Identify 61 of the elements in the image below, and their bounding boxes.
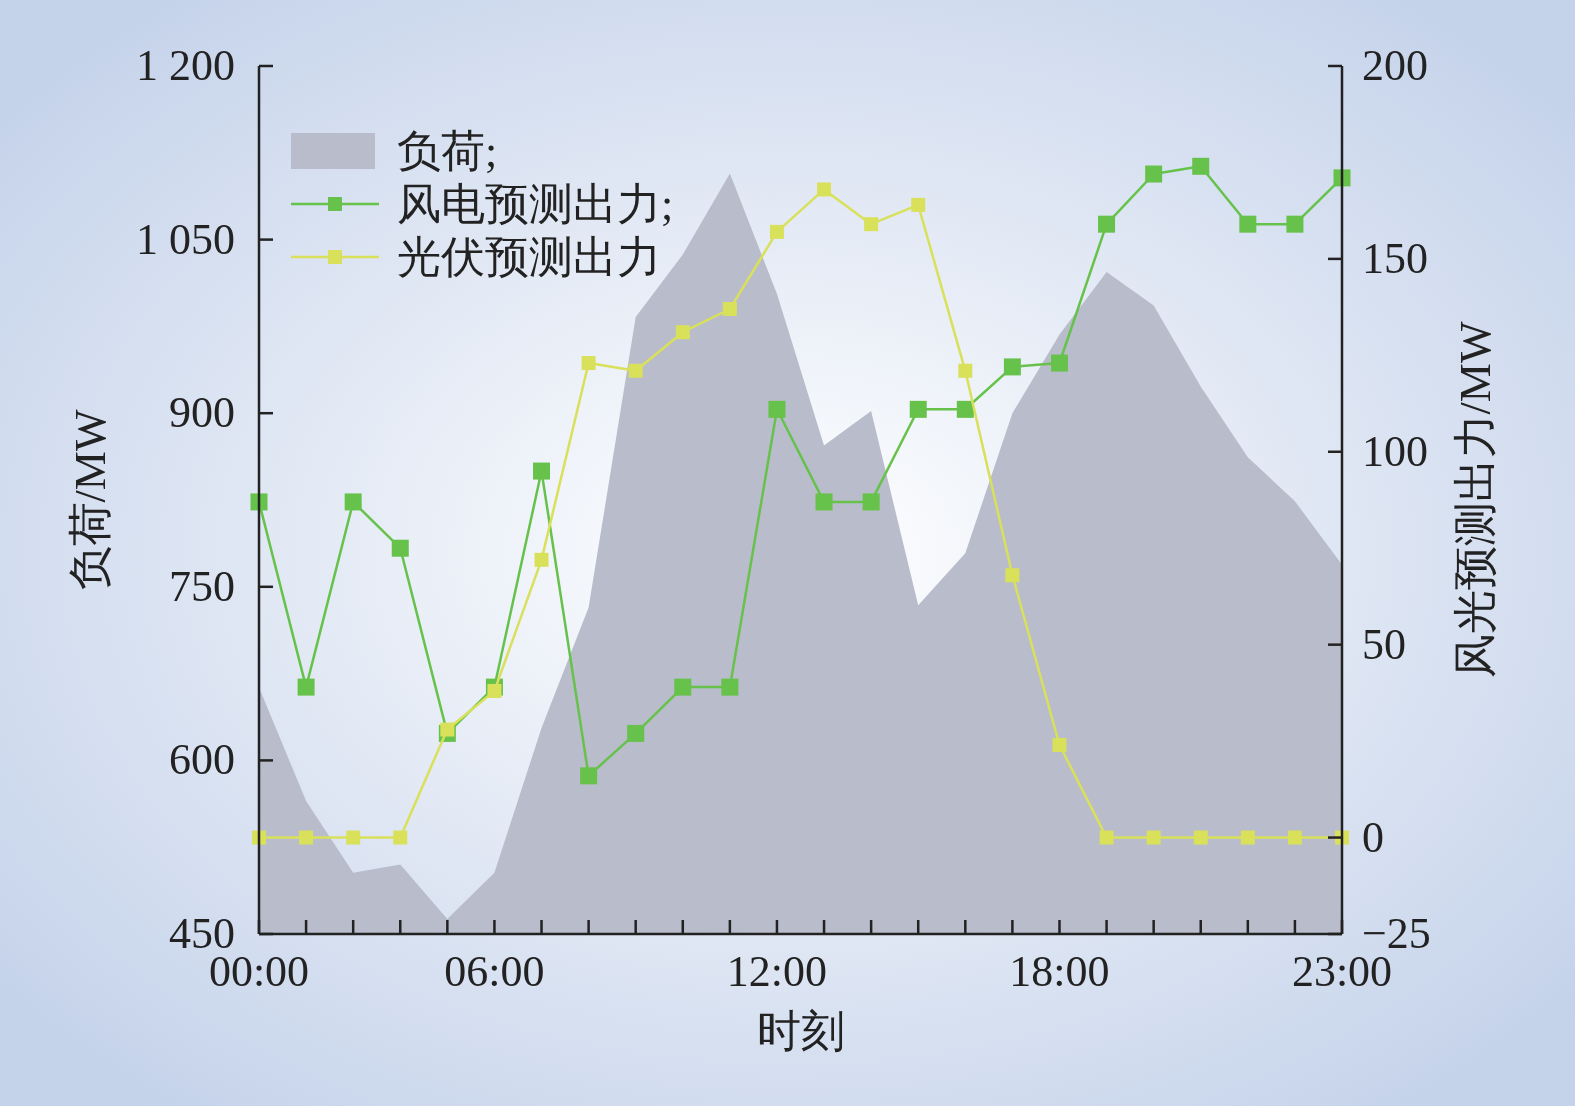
point [722,302,737,317]
point [817,182,832,197]
y2-tick-label: 200 [1362,41,1428,90]
y2-tick-label: 0 [1362,812,1384,862]
point [1052,737,1067,752]
point [911,197,926,212]
point [1145,165,1163,183]
point [391,539,409,557]
point [533,462,551,480]
y-tick-label: 900 [169,388,235,438]
point [675,325,690,340]
x-axis-title: 时刻 [756,1007,845,1056]
point [1050,354,1068,372]
point [815,493,833,511]
y-tick-label: 600 [169,735,235,785]
y-axis-title: 负荷/MW [66,409,115,591]
x-tick-label: 18:00 [1009,947,1110,996]
point [862,493,880,511]
point [1099,830,1114,845]
y-tick-label: 1 200 [136,41,235,90]
point [1192,157,1210,175]
point [721,678,739,696]
x-tick-label: 12:00 [726,947,828,996]
point [1146,830,1161,845]
point [1286,215,1304,233]
x-tick-label: 06:00 [444,947,545,996]
y2-tick-label: 150 [1362,233,1428,283]
point [864,217,879,232]
y2-axis-title: 风光预测出力/MW [1451,321,1500,679]
legend-label: 风电预测出力; [397,180,674,229]
point [440,722,455,737]
point [1005,568,1020,583]
point [534,552,549,567]
point [393,830,408,845]
legend-label: 负荷; [397,127,498,176]
point [674,678,692,696]
point [627,724,645,742]
y-tick-label: 750 [169,561,235,611]
point [769,224,784,239]
point [1003,358,1021,376]
point [1239,215,1257,233]
point [1098,215,1116,233]
point [909,400,927,418]
point [1240,830,1255,845]
legend-label: 光伏预测出力 [397,233,661,282]
y2-tick-label: 100 [1362,426,1428,476]
y2-tick-label: 50 [1362,619,1406,669]
point [628,363,643,378]
point [344,493,362,511]
point [580,767,598,785]
point [1193,830,1208,845]
point [299,830,314,845]
y-tick-label: 1 050 [136,214,235,264]
point [297,678,315,696]
point [581,356,596,371]
point [1287,830,1302,845]
point [958,363,973,378]
point [346,830,361,845]
point [487,683,502,698]
point [768,400,786,418]
point [956,400,974,418]
